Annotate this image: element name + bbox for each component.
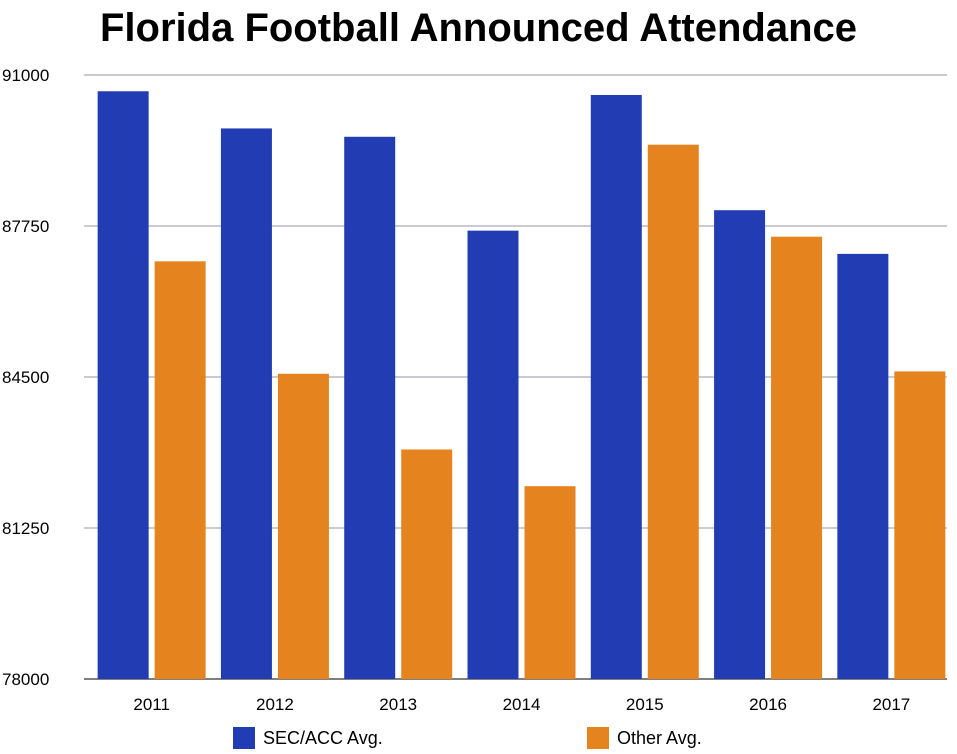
bar-sec-acc-2013 [344,136,396,680]
legend-swatch-sec-acc [233,727,255,749]
x-tick-label: 2013 [379,695,417,714]
bar-other-2011 [154,261,206,679]
y-tick-label: 84500 [2,368,49,387]
x-tick-label: 2015 [626,695,664,714]
bar-sec-acc-2012 [220,128,272,679]
y-tick-label: 78000 [2,670,49,689]
y-tick-label: 91000 [2,66,49,85]
bar-sec-acc-2014 [467,230,519,679]
legend-label-other: Other Avg. [617,727,702,748]
x-tick-label: 2011 [133,695,170,714]
x-tick-label: 2014 [503,695,541,714]
x-tick-label: 2016 [749,695,787,714]
x-tick-label: 2017 [872,695,910,714]
chart-title: Florida Football Announced Attendance [99,6,858,50]
y-tick-label: 87750 [2,217,49,236]
bar-other-2017 [894,371,946,679]
bars [97,91,946,680]
legend-swatch-other [587,727,609,749]
x-tick-label: 2012 [256,695,294,714]
legend-label-sec-acc: SEC/ACC Avg. [263,727,383,748]
bar-sec-acc-2016 [714,210,766,680]
y-axis: 91000 87750 84500 81250 78000 [2,66,49,689]
y-tick-label: 81250 [2,519,49,538]
bar-sec-acc-2015 [590,94,642,680]
bar-other-2016 [771,236,823,679]
bar-other-2012 [277,373,329,679]
bar-sec-acc-2017 [837,253,889,679]
legend-item-other: Other Avg. [587,727,702,749]
bar-other-2014 [524,486,576,679]
bar-other-2015 [647,144,699,679]
bar-sec-acc-2011 [97,91,149,679]
bar-other-2013 [401,449,453,679]
legend-item-sec-acc: SEC/ACC Avg. [233,727,383,749]
x-axis: 2011 2012 2013 2014 2015 2016 2017 [133,695,910,714]
